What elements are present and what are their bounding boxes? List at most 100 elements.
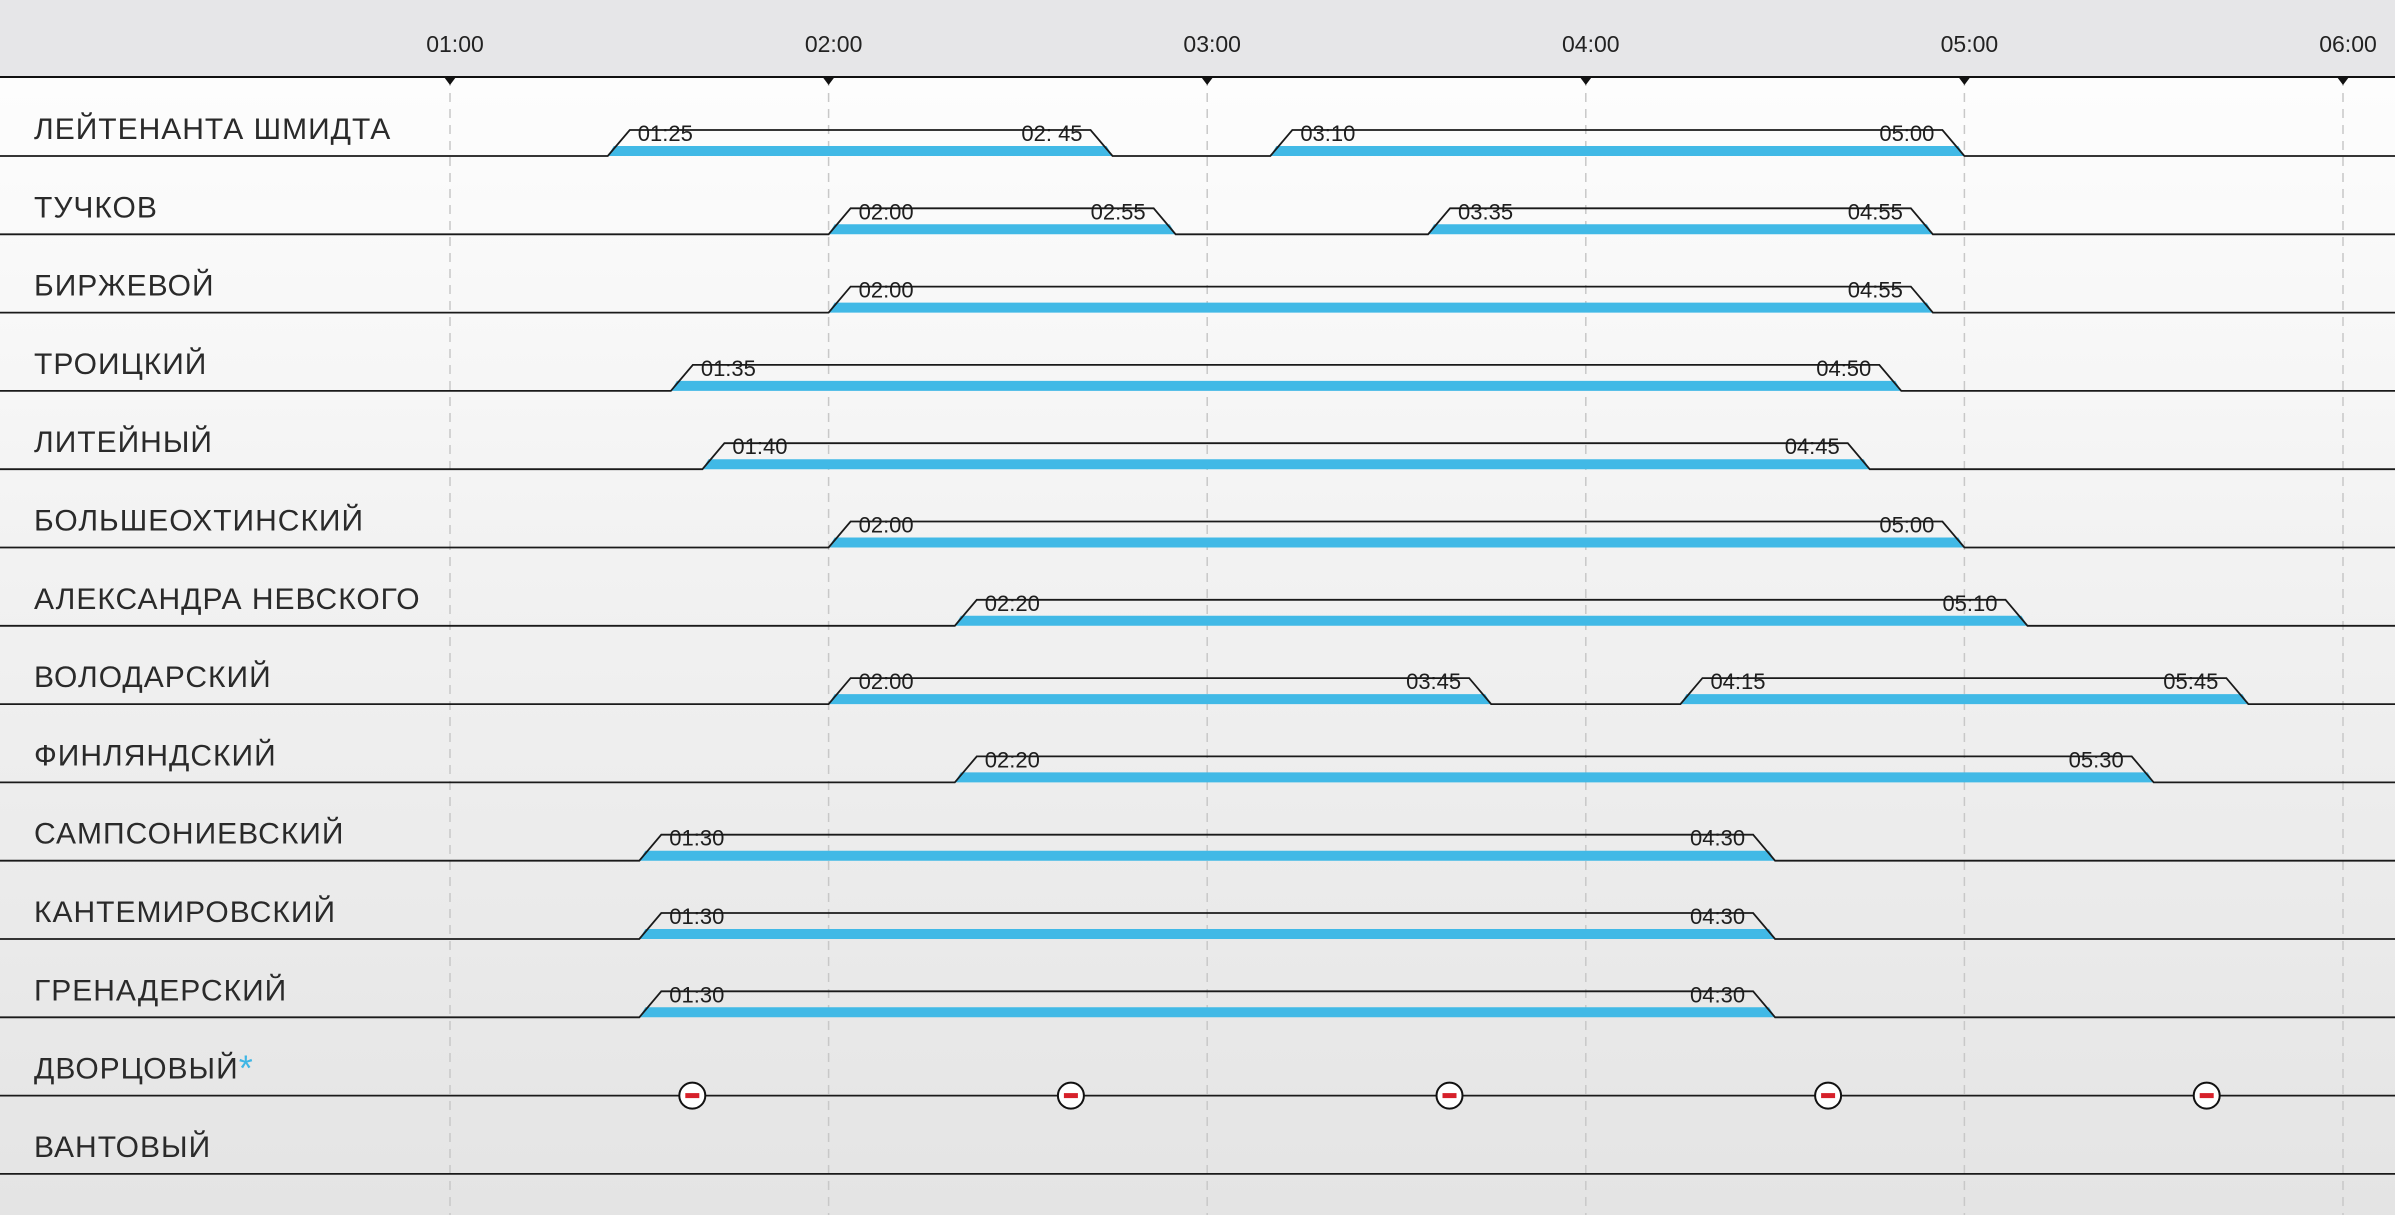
tick-label: 03:00 [1183, 31, 1241, 57]
open-interval-bar [1270, 146, 1965, 156]
open-interval-bar [828, 302, 1933, 313]
bridge-name: ФИНЛЯНДСКИЙ [34, 738, 277, 772]
open-time-label: 01:25 [638, 121, 693, 146]
row-baseline [0, 442, 2395, 471]
bridge-name: ВОЛОДАРСКИЙ [34, 660, 272, 694]
tick-marker [1958, 77, 1971, 85]
bridge-row: АЛЕКСАНДРА НЕВСКОГО 02:20 05:10 [0, 583, 2395, 627]
bridge-row: БИРЖЕВОЙ 02:00 04:55 [0, 269, 2395, 314]
tick-label: 05:00 [1941, 31, 1999, 57]
open-interval-bar [828, 694, 1492, 705]
row-baseline [0, 833, 2395, 862]
open-interval-bar [954, 772, 2154, 783]
close-time-label: 04:30 [1690, 826, 1745, 851]
time-gridlines [449, 77, 2344, 1215]
open-interval-bar [639, 850, 1776, 861]
bridge-row: ТРОИЦКИЙ 01:35 04:50 [0, 347, 2395, 392]
row-baseline [0, 755, 2395, 784]
header-band [0, 0, 2395, 77]
tick-label: 01:00 [426, 31, 484, 57]
open-interval-bar [1680, 694, 2249, 705]
bridge-row: ВОЛОДАРСКИЙ 02:00 03:45 04:15 05:45 [0, 660, 2395, 705]
bridge-row: ЛЕЙТЕНАНТА ШМИДТА 01:25 02: 45 03:10 05:00 [0, 112, 2395, 157]
close-time-label: 05:00 [1879, 513, 1934, 538]
open-time-label: 04:15 [1710, 669, 1765, 694]
no-entry-bar [1063, 1093, 1078, 1099]
tick-marker [2337, 77, 2349, 85]
no-entry-bar [2199, 1093, 2214, 1099]
open-interval-bar [670, 380, 1902, 391]
tick-marker [444, 77, 456, 85]
bridge-row: ТУЧКОВ 02:00 02:55 03:35 04:55 [0, 191, 2395, 236]
row-baseline [0, 285, 2395, 314]
row-baseline [0, 520, 2395, 549]
bridge-rows: ЛЕЙТЕНАНТА ШМИДТА 01:25 02: 45 03:10 05:00 ТУ… [0, 112, 2395, 1175]
open-time-label: 02:20 [985, 747, 1040, 772]
close-time-label: 02: 45 [1021, 121, 1082, 146]
open-time-label: 01:40 [732, 434, 787, 459]
bridge-name: ВАНТОВЫЙ [34, 1130, 211, 1164]
close-time-label: 04:55 [1848, 278, 1903, 303]
bridge-row: САМПСОНИЕВСКИЙ 01:30 04:30 [0, 817, 2395, 862]
row-baseline [0, 677, 2395, 705]
row-baseline [0, 990, 2395, 1019]
bridge-row: ВАНТОВЫЙ [0, 1130, 2395, 1175]
row-baseline [0, 129, 2395, 157]
bridge-row: БОЛЬШЕОХТИНСКИЙ 02:00 05:00 [0, 504, 2395, 549]
open-time-label: 01:35 [701, 356, 756, 381]
close-time-label: 05:45 [2163, 669, 2218, 694]
row-baseline [0, 207, 2395, 236]
open-time-label: 01:30 [669, 904, 724, 929]
bridge-name: БИРЖЕВОЙ [34, 269, 215, 303]
open-time-label: 03:35 [1458, 199, 1513, 224]
open-time-label: 02:00 [859, 513, 914, 538]
bridge-name: ТУЧКОВ [34, 191, 158, 224]
tick-label: 04:00 [1562, 31, 1620, 57]
open-interval-bar [828, 224, 1176, 235]
open-time-label: 02:00 [859, 669, 914, 694]
open-time-label: 02:00 [859, 278, 914, 303]
asterisk-note: * [239, 1048, 254, 1089]
time-axis: 01:00 02:00 03:00 04:00 05:00 06:00 [0, 31, 2395, 85]
no-entry-bar [1442, 1093, 1457, 1099]
open-time-label: 03:10 [1300, 121, 1355, 146]
tick-label: 02:00 [805, 31, 863, 57]
close-time-label: 05:10 [1942, 591, 1997, 616]
open-time-label: 02:20 [985, 591, 1040, 616]
bridge-name: БОЛЬШЕОХТИНСКИЙ [34, 504, 364, 538]
bridge-name: ГРЕНАДЕРСКИЙ [34, 973, 287, 1007]
no-entry-bar [685, 1093, 700, 1099]
no-entry-bar [1821, 1093, 1836, 1099]
bridge-name: ТРОИЦКИЙ [34, 347, 207, 381]
open-interval-bar [1428, 224, 1933, 235]
bridge-row: ЛИТЕЙНЫЙ 01:40 04:45 [0, 425, 2395, 471]
open-time-label: 01:30 [669, 826, 724, 851]
open-interval-bar [702, 459, 1870, 470]
bridge-row: КАНТЕМИРОВСКИЙ 01:30 04:30 [0, 895, 2395, 940]
close-time-label: 04:45 [1785, 434, 1840, 459]
bridge-name: ЛЕЙТЕНАНТА ШМИДТА [34, 112, 391, 146]
row-baseline [0, 364, 2395, 392]
close-time-label: 05:30 [2069, 747, 2124, 772]
tick-marker [1201, 77, 1214, 85]
bridge-row: ДВОРЦОВЫЙ* [0, 1048, 2395, 1110]
bridge-name: ДВОРЦОВЫЙ* [34, 1048, 254, 1089]
close-time-label: 02:55 [1091, 199, 1146, 224]
close-time-label: 04:30 [1690, 904, 1745, 929]
row-baseline [0, 598, 2395, 627]
open-interval-bar [954, 615, 2028, 626]
close-time-label: 04:50 [1816, 356, 1871, 381]
close-time-label: 04:30 [1690, 982, 1745, 1007]
open-time-label: 01:30 [669, 982, 724, 1007]
bridge-name: КАНТЕМИРОВСКИЙ [34, 895, 336, 929]
tick-marker [822, 77, 835, 85]
bridge-name: САМПСОНИЕВСКИЙ [34, 817, 344, 851]
close-time-label: 04:55 [1848, 199, 1903, 224]
open-interval-bar [607, 146, 1113, 156]
open-time-label: 02:00 [859, 199, 914, 224]
bridge-row: ФИНЛЯНДСКИЙ 02:20 05:30 [0, 738, 2395, 784]
bridge-name: ЛИТЕЙНЫЙ [34, 425, 213, 459]
tick-marker [1579, 77, 1592, 85]
open-interval-bar [639, 929, 1776, 939]
